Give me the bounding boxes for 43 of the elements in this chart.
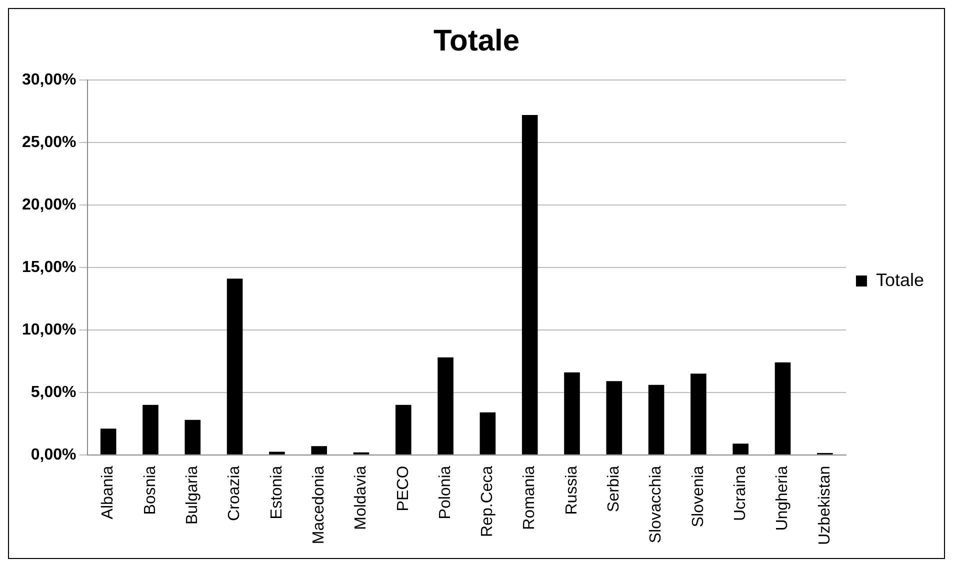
x-tick-label: Uzbekistan xyxy=(816,466,834,546)
x-tick-label: Ungheria xyxy=(774,466,792,531)
bar xyxy=(522,114,538,454)
x-tick-label: Slovenia xyxy=(690,466,707,528)
bar xyxy=(480,412,496,454)
bar xyxy=(648,384,664,454)
legend-label: Totale xyxy=(876,270,924,290)
bar xyxy=(226,278,243,454)
x-tick-label: Ucraina xyxy=(732,466,749,521)
x-tick-label: Bulgaria xyxy=(184,466,202,525)
x-tick-label: Serbia xyxy=(606,466,623,512)
bar xyxy=(142,404,158,454)
y-tick-label: 25,00% xyxy=(22,134,76,151)
x-tick-label: Croazia xyxy=(226,466,244,521)
x-tick-label: Romania xyxy=(521,466,538,530)
bar xyxy=(269,452,285,454)
x-tick-label: Slovacchia xyxy=(648,466,665,544)
bar xyxy=(606,381,622,454)
bar xyxy=(774,362,791,454)
bar xyxy=(184,420,201,454)
x-tick-label: Moldavia xyxy=(352,466,370,530)
y-tick-label: 0,00% xyxy=(30,446,76,464)
bar xyxy=(564,372,580,454)
bar xyxy=(732,444,748,454)
bar xyxy=(438,357,454,454)
x-tick-label: Bosnia xyxy=(142,466,159,515)
x-tick-label: Macedonia xyxy=(310,466,328,544)
x-tick-label: Estonia xyxy=(268,466,286,520)
y-tick-label: 5,00% xyxy=(30,384,76,401)
bar xyxy=(395,404,412,454)
bar xyxy=(100,428,116,454)
y-tick-label: 30,00% xyxy=(22,71,76,88)
x-tick-label: Rep.Ceca xyxy=(479,466,496,538)
y-tick-label: 10,00% xyxy=(22,321,76,338)
y-tick-label: 20,00% xyxy=(22,196,76,214)
bar xyxy=(690,374,706,454)
x-tick-label: Russia xyxy=(563,466,580,515)
bar xyxy=(311,446,327,454)
x-tick-label: PECO xyxy=(394,466,412,512)
chart-title: Totale xyxy=(433,24,520,58)
y-tick-label: 15,00% xyxy=(22,258,76,276)
x-tick-label: Albania xyxy=(100,466,117,520)
x-tick-label: Polonia xyxy=(436,466,454,520)
